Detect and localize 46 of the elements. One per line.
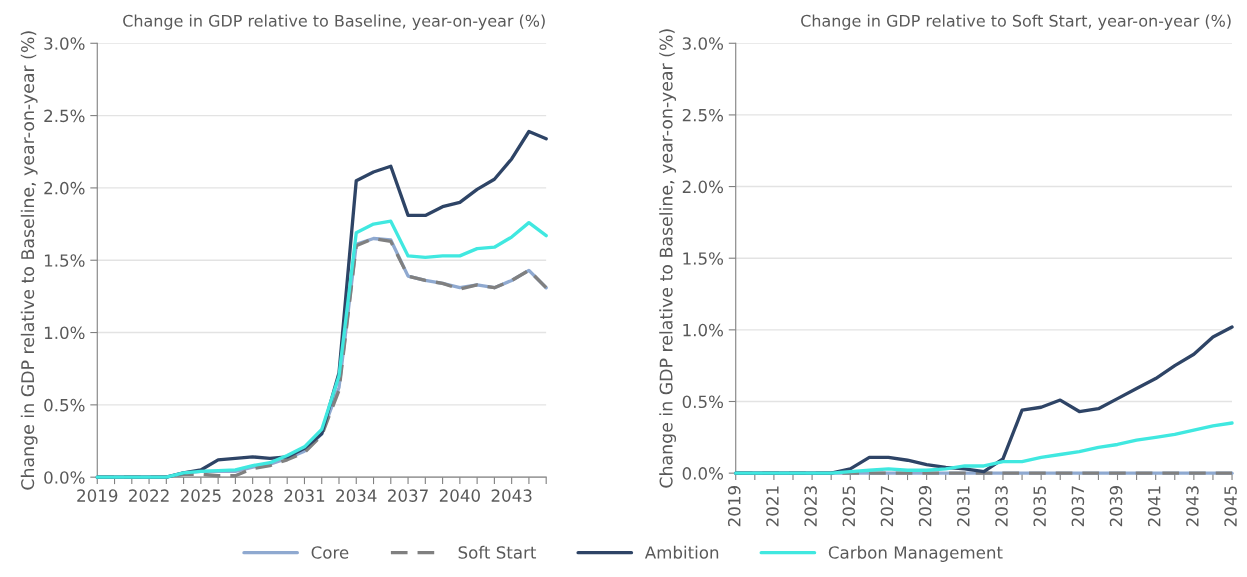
y-tick-label: 2.0% [682, 180, 724, 194]
x-tick-label: 2040 [439, 489, 480, 502]
y-tick-label: 1.0% [683, 323, 724, 337]
y-tick-label: 2.5% [44, 109, 85, 123]
y-axis-title: Change in GDP relative to Baseline, year-on-year (%) [659, 29, 677, 488]
legend-label: Carbon Management [828, 545, 1003, 562]
x-tick-label: 2028 [232, 489, 273, 502]
x-tick-label: 2021 [766, 486, 779, 527]
y-tick-label: 3.0% [682, 37, 724, 50]
y-tick-label: 1.5% [44, 254, 85, 267]
legend-label: Ambition [644, 545, 719, 559]
legend-label: Soft Start [458, 545, 537, 559]
legend-label: Core [311, 546, 349, 559]
y-tick-label: 0.5% [682, 395, 724, 409]
x-tick-label: 2033 [995, 486, 1008, 527]
x-tick-label: 2039 [1109, 486, 1123, 527]
y-tick-label: 3.0% [44, 37, 85, 50]
x-tick-label: 2034 [336, 489, 377, 502]
x-tick-label: 2031 [284, 489, 325, 502]
x-tick-label: 2022 [129, 489, 169, 502]
x-tick-label: 2037 [388, 489, 428, 502]
x-tick-label: 2037 [1071, 486, 1085, 527]
chart-title: Change in GDP relative to Baseline, year-on-year (%) [123, 14, 545, 30]
x-tick-label: 2019 [77, 489, 118, 502]
y-tick-label: 0.0% [44, 471, 85, 484]
x-tick-label: 2029 [918, 486, 932, 527]
x-tick-label: 2045 [1224, 486, 1237, 527]
x-tick-label: 2023 [804, 486, 817, 527]
x-tick-label: 2027 [880, 486, 894, 527]
x-tick-label: 2041 [1147, 486, 1161, 527]
x-tick-label: 2031 [957, 486, 970, 527]
x-tick-label: 2035 [1033, 486, 1046, 527]
y-tick-label: 2.5% [682, 108, 724, 122]
y-tick-label: 0.5% [44, 398, 85, 412]
x-tick-label: 2043 [1186, 486, 1199, 527]
y-tick-label: 2.0% [44, 181, 85, 195]
x-tick-label: 2025 [842, 486, 856, 527]
line-series [734, 421, 1234, 475]
chart-title: Change in GDP relative to Soft Start, year-on-year (%) [801, 14, 1231, 30]
y-tick-label: 0.0% [682, 467, 724, 480]
x-tick-label: 2025 [180, 489, 221, 502]
x-tick-label: 2019 [727, 486, 741, 527]
y-tick-label: 1.0% [44, 326, 85, 340]
y-axis-title: Change in GDP relative to Baseline, year-on-year (%) [20, 31, 38, 490]
x-tick-label: 2043 [491, 489, 532, 502]
y-tick-label: 1.5% [683, 252, 724, 265]
